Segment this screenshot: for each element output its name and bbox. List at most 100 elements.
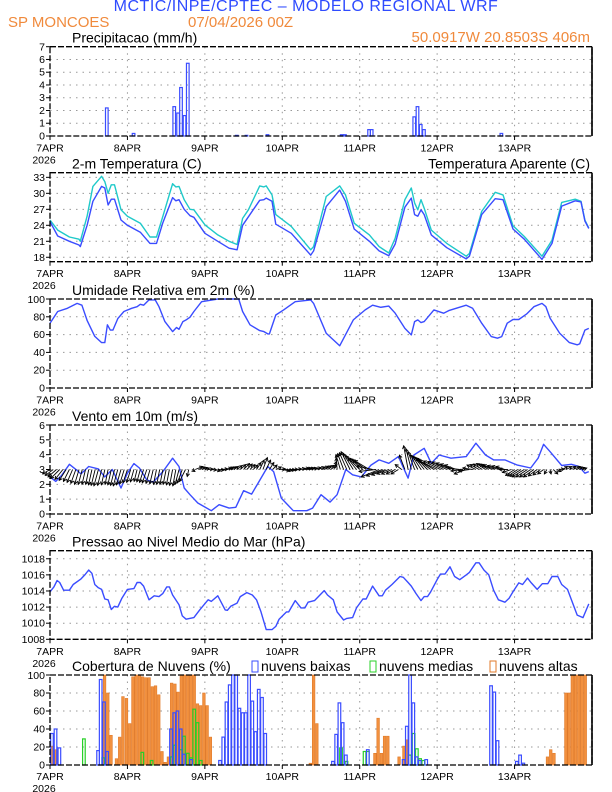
wind-arrow	[418, 460, 438, 470]
y-tick-label: 27	[33, 204, 45, 216]
wind-arrow-shaft	[107, 469, 112, 485]
nuvens-altas-bar	[124, 698, 129, 766]
wind-arrow	[80, 469, 86, 486]
nuvens-baixas-bar	[247, 674, 251, 766]
wind-arrow	[385, 469, 396, 475]
wind-arrow-shaft	[335, 454, 341, 470]
wind-arrow	[355, 464, 373, 470]
wind-arrow-shaft	[112, 469, 119, 486]
nuvens-baixas-bar	[334, 733, 339, 766]
x-tick-label: 13APR	[498, 395, 532, 407]
x-tick-label: 12APR	[421, 268, 455, 280]
legend-label: Temperatura Aparente (C)	[428, 156, 590, 172]
nuvens-altas-bar	[552, 752, 556, 766]
x-tick-label: 8APR	[114, 143, 142, 155]
y-tick-label: 0	[39, 759, 45, 771]
y-tick-label: 4	[39, 79, 45, 91]
y-tick-label: 2	[39, 479, 45, 491]
nuvens-baixas-bar	[260, 696, 264, 766]
wind-arrow-head	[121, 479, 126, 484]
wind-arrow	[498, 467, 509, 472]
x-tick-label: 9APR	[191, 395, 219, 407]
wind-arrow-head	[135, 478, 140, 483]
wind-arrow-head	[92, 482, 97, 487]
wind-arrow-head	[414, 456, 420, 462]
wind-arrow-shaft	[236, 465, 243, 470]
wind-arrow	[301, 466, 310, 471]
wind-arrow-head	[480, 463, 485, 468]
wind-arrow-shaft	[523, 469, 535, 478]
wind-arrow	[285, 468, 294, 473]
wind-arrow-shaft	[133, 469, 138, 482]
wind-arrow-head	[242, 463, 247, 469]
wind-arrow-head	[407, 450, 412, 456]
wind-arrow	[44, 469, 54, 476]
wind-arrow-head	[365, 472, 371, 477]
wind-arrow	[495, 465, 506, 470]
wind-arrow-shaft	[85, 469, 90, 485]
wind-arrow	[208, 467, 214, 472]
x-tick-label: 8APR	[114, 268, 142, 280]
x-axis-year: 2026	[32, 155, 56, 167]
wind-arrow	[358, 469, 376, 474]
x-tick-label: 12APR	[421, 521, 455, 533]
nuvens-medias-bar	[362, 750, 367, 766]
wind-arrow-shaft	[74, 469, 80, 485]
run-datetime: 07/04/2026 00Z	[188, 14, 294, 31]
nuvens-altas-bar	[147, 677, 151, 766]
wind-arrow-head	[257, 461, 262, 467]
wind-arrow-shaft	[527, 469, 538, 477]
x-tick-label: 12APR	[421, 771, 455, 783]
wind-arrow-shaft	[478, 463, 489, 470]
y-tick-label: 4	[39, 449, 45, 461]
wind-arrow-head	[80, 480, 85, 486]
nuvens-baixas-bar	[263, 732, 268, 766]
wind-arrow	[501, 469, 512, 474]
nuvens-baixas-bar	[408, 674, 412, 766]
nuvens-altas-bar	[382, 735, 387, 766]
wind-arrow-shaft	[252, 464, 259, 470]
wind-arrow	[73, 469, 80, 486]
wind-arrow-shaft	[419, 460, 438, 470]
wind-arrow-head	[261, 459, 265, 464]
wind-arrow-shaft	[502, 469, 512, 473]
wind-arrow	[176, 469, 183, 484]
wind-arrow	[96, 469, 103, 487]
wind-arrow-head	[398, 454, 403, 459]
wind-arrow-head	[446, 466, 452, 471]
panel-title: Cobertura de Nuvens (%)	[72, 658, 231, 674]
wind-arrow-head	[519, 473, 524, 478]
wind-arrow	[178, 469, 186, 483]
umidade-relativa-line	[49, 298, 590, 347]
wind-arrow-head	[308, 466, 313, 471]
wind-arrow-shaft	[176, 469, 183, 484]
nuvens-baixas-bar	[57, 747, 62, 766]
nuvens-baixas-bar	[240, 712, 245, 766]
wind-arrow-shaft	[342, 453, 354, 470]
nuvens-baixas-bar	[237, 707, 242, 766]
wind-arrow-shaft	[317, 466, 325, 470]
wind-arrow-head	[466, 464, 471, 469]
nuvens-altas-bar	[199, 705, 203, 766]
wind-arrow	[556, 468, 562, 473]
panel-wind	[41, 424, 593, 518]
wind-arrow-head	[385, 470, 390, 475]
wind-arrow	[360, 469, 380, 478]
wind-arrow-shaft	[66, 469, 73, 483]
wind-arrow-shaft	[153, 469, 157, 485]
panel-title: Pressao ao Nivel Medio do Mar (hPa)	[72, 534, 305, 550]
wind-arrow	[256, 461, 262, 470]
wind-arrow-head	[554, 470, 559, 475]
wind-arrow-head	[353, 460, 359, 464]
x-tick-label: 9APR	[191, 268, 219, 280]
nuvens-baixas-bar	[243, 712, 248, 766]
wind-arrow-shaft	[347, 457, 361, 470]
nuvens-altas-bar	[376, 717, 380, 766]
wind-arrow-shaft	[394, 464, 402, 470]
pressao-line	[49, 562, 590, 631]
wind-arrow-head	[461, 466, 467, 471]
wind-arrow-head	[453, 471, 458, 475]
wind-arrow-head	[282, 467, 287, 472]
nuvens-altas-bar	[570, 674, 574, 766]
x-tick-label: 11APR	[343, 268, 376, 280]
